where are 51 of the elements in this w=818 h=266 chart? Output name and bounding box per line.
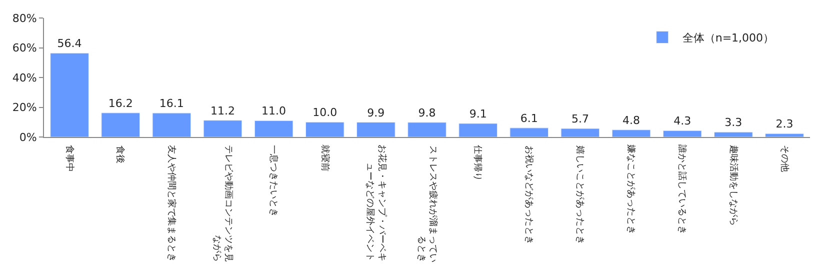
data-label: 5.7 — [571, 112, 589, 126]
bar — [305, 122, 344, 137]
data-label: 56.4 — [57, 37, 82, 50]
bar — [662, 130, 702, 137]
y-tick-label: 60% — [12, 42, 37, 55]
x-tick-label: 一息つきたいとき — [268, 145, 279, 218]
data-label: 9.9 — [367, 106, 385, 120]
bar — [254, 120, 294, 137]
bar — [765, 133, 804, 137]
data-label: 9.8 — [418, 106, 436, 120]
data-label: 11.2 — [210, 104, 235, 118]
y-tick-label: 80% — [12, 12, 37, 25]
x-tick-label: 食後 — [114, 145, 126, 164]
data-label: 16.2 — [108, 96, 133, 110]
bar — [612, 130, 651, 137]
x-tick-label: お祝いなどがあったとき — [524, 145, 535, 244]
x-tick-label: お花見・キャンプ・バーベキューなどの屋外イベント — [364, 144, 388, 262]
bar — [510, 128, 549, 137]
legend-label: 全体（n=1,000） — [682, 32, 774, 45]
x-tick-label: テレビや動画コンテンツを見ながら — [212, 144, 234, 262]
x-tick-label: 仕事帰り — [472, 144, 484, 181]
x-tick-label: ストレスや疲れが溜まっているとき — [416, 146, 438, 262]
x-tick-label: 誰かと話しているとき — [676, 144, 688, 235]
x-tick-label: 趣味活動をしながら — [728, 145, 739, 226]
data-label: 16.1 — [159, 97, 184, 110]
x-tick-label: 嬉しいことがあったとき — [574, 145, 586, 244]
x-tick-label: 嫌なことがあったとき — [625, 144, 636, 235]
data-label: 10.0 — [312, 106, 338, 120]
data-label: 4.3 — [674, 114, 692, 128]
x-tick-label: 食事中 — [64, 144, 76, 172]
bar — [408, 122, 446, 137]
data-label: 2.3 — [776, 118, 794, 131]
bar — [560, 128, 600, 137]
data-label: 11.0 — [262, 104, 286, 118]
x-tick-label: 友人や仲間と家で集まるとき — [166, 144, 178, 262]
data-label: 9.1 — [469, 107, 487, 120]
data-label: 3.3 — [724, 116, 742, 130]
y-tick-label: 0% — [19, 130, 37, 144]
y-tick-label: 20% — [12, 101, 37, 114]
data-label: 4.8 — [622, 114, 640, 127]
bar — [152, 112, 192, 137]
bar — [50, 52, 89, 137]
bar — [101, 112, 140, 137]
x-tick-label: 就寝前 — [319, 144, 330, 172]
y-tick-label: 40% — [12, 71, 37, 84]
bar — [714, 132, 753, 137]
data-label: 6.1 — [520, 112, 538, 125]
x-tick-label: その他 — [778, 145, 790, 172]
bar — [356, 122, 396, 137]
bar — [203, 120, 242, 137]
bar — [458, 123, 498, 137]
